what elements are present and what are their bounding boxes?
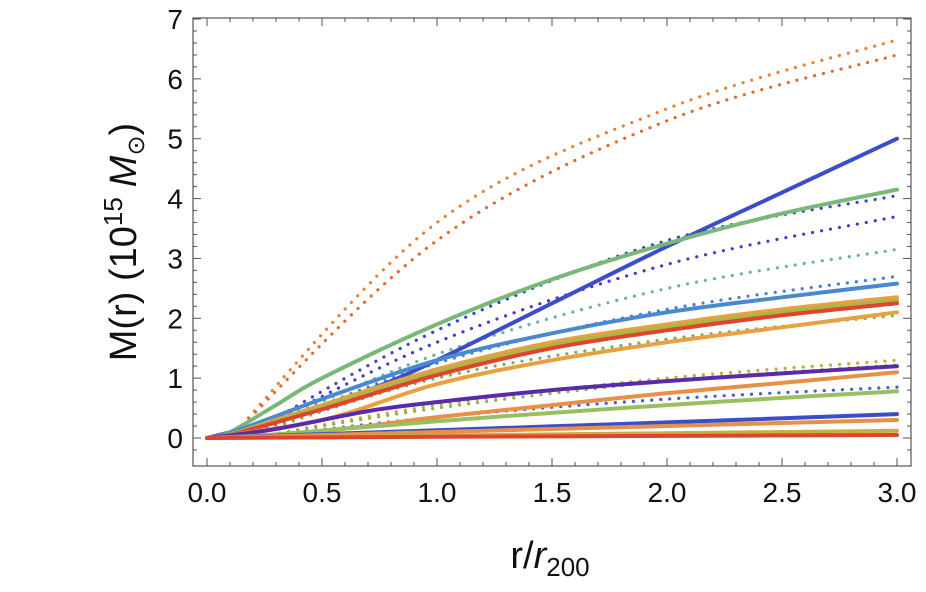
dotted-series-line-7 [239, 313, 899, 440]
solid-series-line-12 [205, 187, 899, 440]
x-tick-label: 1.5 [533, 477, 572, 508]
axis-ticks [193, 18, 911, 466]
x-tick-label: 1.0 [418, 477, 457, 508]
tick-labels: 0.0 0.5 1.0 1.5 2.0 2.5 3.0 0 1 2 3 4 5 6 7 [167, 4, 916, 508]
y-tick-label: 3 [167, 243, 183, 274]
dotted-series-line-3 [239, 214, 899, 440]
x-tick-label: 0.0 [188, 477, 227, 508]
y-tick-label: 2 [167, 303, 183, 334]
y-tick-label: 5 [167, 124, 183, 155]
solid-series-line-24 [205, 433, 899, 440]
y-tick-label: 1 [167, 363, 183, 394]
plot-frame [192, 17, 912, 467]
y-tick-label: 4 [167, 184, 183, 215]
series-layer [205, 38, 899, 441]
y-axis-label: M(r) (1015M⊙) [98, 123, 150, 361]
x-tick-label: 0.5 [303, 477, 342, 508]
x-tick-label: 3.0 [878, 477, 917, 508]
dotted-series-line-0 [228, 38, 899, 440]
solid-series-line-13 [205, 281, 899, 440]
x-axis-label: r/r200 [510, 535, 589, 582]
y-tick-label: 0 [167, 423, 183, 454]
y-tick-label: 7 [167, 4, 183, 35]
x-tick-label: 2.0 [648, 477, 687, 508]
x-tick-label: 2.5 [763, 477, 802, 508]
solid-series-line-18 [205, 364, 899, 440]
y-tick-label: 6 [167, 64, 183, 95]
solid-series-line-16 [205, 301, 899, 441]
